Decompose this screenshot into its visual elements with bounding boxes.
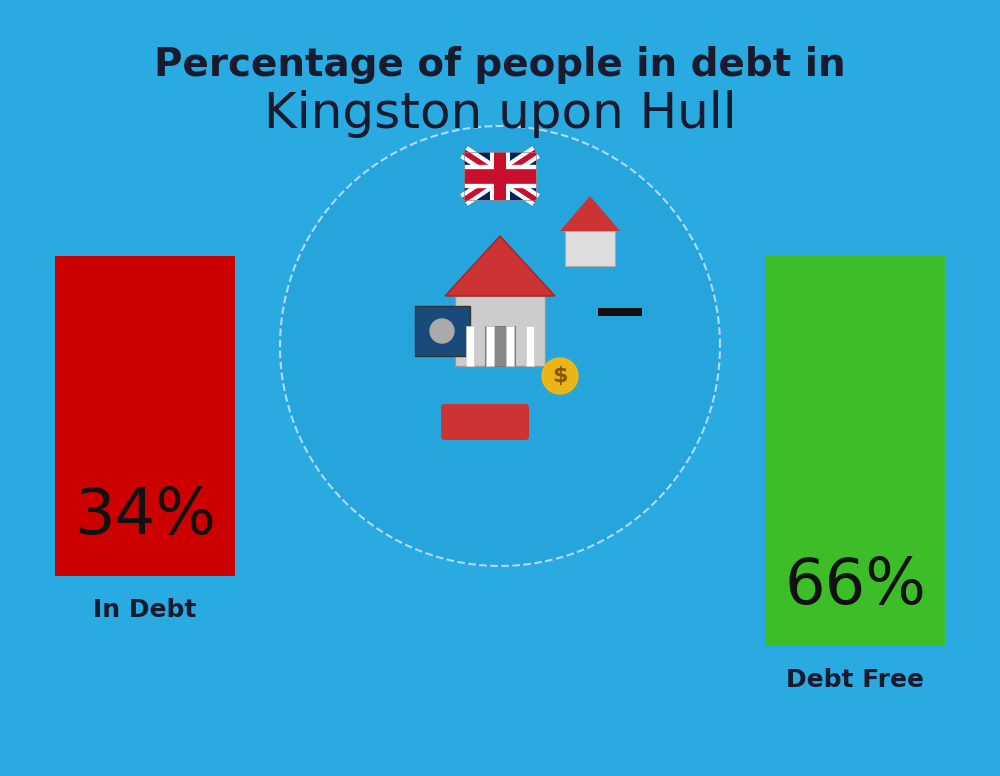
Text: 66%: 66% — [784, 555, 926, 617]
FancyBboxPatch shape — [441, 404, 529, 440]
Bar — [506, 326, 514, 366]
Bar — [455, 296, 545, 366]
Bar — [464, 152, 536, 200]
Bar — [55, 256, 235, 576]
Bar — [486, 326, 494, 366]
Bar — [464, 152, 536, 200]
Polygon shape — [560, 196, 620, 231]
Bar — [485, 326, 515, 366]
Bar — [565, 231, 615, 266]
Bar — [765, 256, 945, 646]
Text: Percentage of people in debt in: Percentage of people in debt in — [154, 46, 846, 84]
Polygon shape — [598, 308, 642, 316]
Text: In Debt: In Debt — [93, 598, 197, 622]
Circle shape — [280, 126, 720, 566]
Circle shape — [430, 319, 454, 343]
Text: Debt Free: Debt Free — [786, 668, 924, 692]
Bar — [526, 326, 534, 366]
Circle shape — [542, 358, 578, 394]
Text: $: $ — [552, 366, 568, 386]
Polygon shape — [445, 236, 555, 296]
Bar — [415, 306, 470, 356]
Bar — [466, 326, 474, 366]
Text: 34%: 34% — [74, 485, 216, 547]
Text: Kingston upon Hull: Kingston upon Hull — [264, 90, 736, 138]
